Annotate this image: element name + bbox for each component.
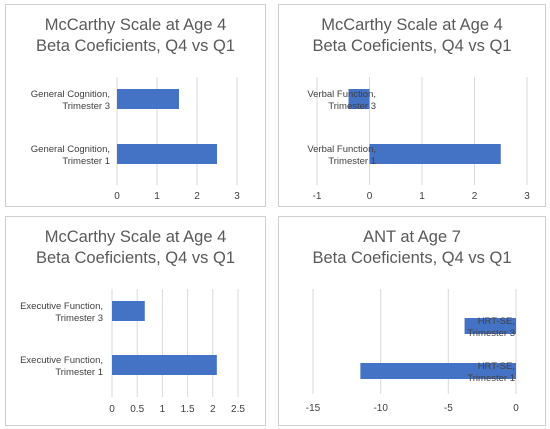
bar [369,144,501,164]
chart-plot: 0 0.5 1 1.5 2 2.5 Executive Function, Trimester… [20,289,245,415]
x-tick-label: 0 [367,191,373,202]
category-label: HRT-SE, Trimester 1 [467,361,515,384]
chart-title-line-1: ANT at Age 7 [363,228,461,246]
chart-panel-ant-hrt-se: ANT at Age 7 Beta Coeficients, Q4 vs Q1 … [278,216,546,426]
x-tick-label: -5 [444,403,453,414]
bar [117,144,217,164]
x-tick-label: 0 [513,403,519,414]
chart-plot: -15 -10 -5 0 HRT-SE, Trimester 3 HRT-SE, Trimes… [306,289,519,414]
chart-title-line-2: Beta Coeficients, Q4 vs Q1 [35,249,235,267]
chart-panel-executive-function: McCarthy Scale at Age 4 Beta Coeficients… [5,216,266,426]
chart-title: McCarthy Scale at Age 4 Beta Coeficients… [6,15,265,57]
x-tick-label: 3 [524,191,530,202]
bar [112,301,145,321]
x-tick-label: 0.5 [130,404,144,415]
x-tick-label: 2 [472,191,478,202]
x-tick-label: 1 [154,191,160,202]
category-label: HRT-SE, Trimester 3 [467,316,515,339]
x-tick-label: 0 [114,191,120,202]
category-label: Executive Function, Trimester 1 [20,355,103,378]
x-tick-label: 1 [160,404,166,415]
chart-title-line-2: Beta Coeficients, Q4 vs Q1 [35,37,235,55]
chart-title: ANT at Age 7 Beta Coeficients, Q4 vs Q1 [279,227,545,269]
chart-title-line-1: McCarthy Scale at Age 4 [321,16,503,34]
chart-plot: -1 0 1 2 3 Verbal Function, Trimester 3 Verbal … [307,77,530,202]
bar [348,89,370,109]
chart-panel-verbal-function: McCarthy Scale at Age 4 Beta Coeficients… [278,4,546,207]
bar [464,318,516,334]
x-tick-label: -1 [313,191,322,202]
x-tick-label: 2 [210,404,216,415]
chart-title-line-1: McCarthy Scale at Age 4 [44,16,227,34]
category-label: Verbal Function, Trimester 3 [307,89,376,112]
bar [117,89,179,109]
x-tick-label: 2 [194,191,200,202]
bar [112,355,217,375]
chart-panel-general-cognition: McCarthy Scale at Age 4 Beta Coeficients… [5,4,266,207]
x-tick-label: -15 [306,403,321,414]
x-tick-label: 1 [419,191,425,202]
x-tick-label: 0 [109,404,115,415]
category-label: General Cognition, Trimester 3 [31,89,110,112]
chart-title-line-2: Beta Coeficients, Q4 vs Q1 [312,249,512,267]
x-tick-label: 1.5 [181,404,195,415]
chart-title: McCarthy Scale at Age 4 Beta Coeficients… [6,227,265,269]
chart-title-line-2: Beta Coeficients, Q4 vs Q1 [312,37,512,55]
bar [360,363,516,379]
x-tick-label: 2.5 [231,404,245,415]
category-label: General Cognition, Trimester 1 [31,144,110,167]
chart-title: McCarthy Scale at Age 4 Beta Coeficients… [279,15,545,57]
category-label: Executive Function, Trimester 3 [20,301,103,324]
chart-title-line-1: McCarthy Scale at Age 4 [44,228,227,246]
chart-plot: 0 1 2 3 General Cognition, Trimester 3 General… [31,77,240,202]
x-tick-label: -10 [373,403,388,414]
x-tick-label: 3 [234,191,240,202]
category-label: Verbal Function, Trimester 1 [307,144,376,167]
